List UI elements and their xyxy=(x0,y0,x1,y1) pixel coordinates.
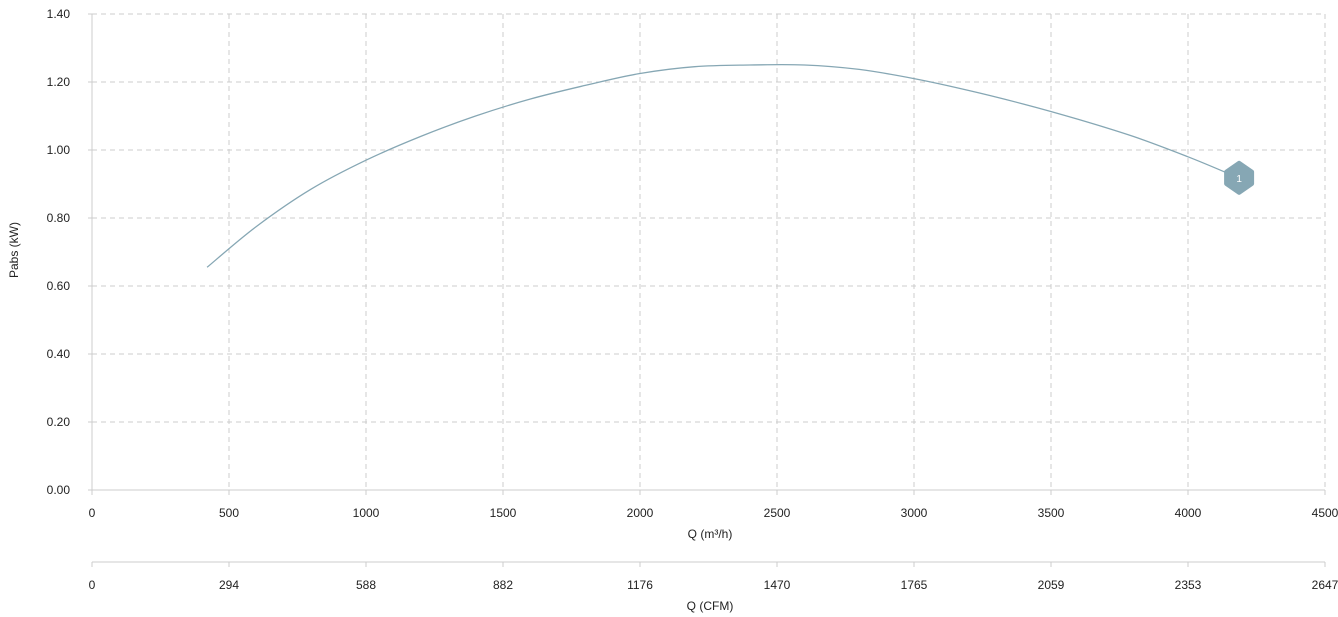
x-tick-label: 3500 xyxy=(1038,506,1065,520)
grid xyxy=(92,13,1326,490)
x2-tick-label: 1765 xyxy=(901,578,928,592)
x-tick-label: 0 xyxy=(89,506,96,520)
y-tick-label: 0.00 xyxy=(47,483,71,497)
y-tick-label: 0.20 xyxy=(47,415,71,429)
y-tick-label: 1.40 xyxy=(47,7,71,21)
x2-tick-label: 2353 xyxy=(1175,578,1202,592)
series-end-marker xyxy=(1224,160,1255,195)
series-marker-label: 1 xyxy=(1236,174,1242,185)
series-line xyxy=(206,63,1230,268)
y-tick-label: 0.80 xyxy=(47,211,71,225)
x2-tick-label: 1470 xyxy=(764,578,791,592)
x-tick-label: 500 xyxy=(219,506,239,520)
x2-tick-label: 2647 xyxy=(1312,578,1338,592)
x2-tick-label: 1176 xyxy=(627,578,653,592)
x-axis-title: Q (m³/h) xyxy=(688,527,733,541)
series-layer: 1 xyxy=(206,63,1255,268)
x-tick-label: 4000 xyxy=(1175,506,1202,520)
x2-tick-label: 0 xyxy=(89,578,96,592)
x-tick-label: 2000 xyxy=(627,506,654,520)
x2-tick-label: 294 xyxy=(219,578,239,592)
x-tick-label: 1000 xyxy=(353,506,380,520)
x-tick-label: 1500 xyxy=(490,506,517,520)
x-tick-label: 2500 xyxy=(764,506,791,520)
x2-axis-title: Q (CFM) xyxy=(687,599,734,613)
x-tick-label: 4500 xyxy=(1312,506,1338,520)
x2-tick-label: 882 xyxy=(493,578,513,592)
x-tick-label: 3000 xyxy=(901,506,928,520)
y-tick-label: 1.20 xyxy=(47,75,71,89)
y-tick-label: 1.00 xyxy=(47,143,71,157)
axes: 0.00 0.20 0.40 0.60 0.80 1.00 1.20 1.40 0 500 1000… xyxy=(47,7,1338,592)
x2-tick-label: 2059 xyxy=(1038,578,1065,592)
y-axis-title: Pabs (kW) xyxy=(7,222,21,278)
y-tick-label: 0.40 xyxy=(47,347,71,361)
x2-tick-label: 588 xyxy=(356,578,376,592)
y-tick-label: 0.60 xyxy=(47,279,71,293)
